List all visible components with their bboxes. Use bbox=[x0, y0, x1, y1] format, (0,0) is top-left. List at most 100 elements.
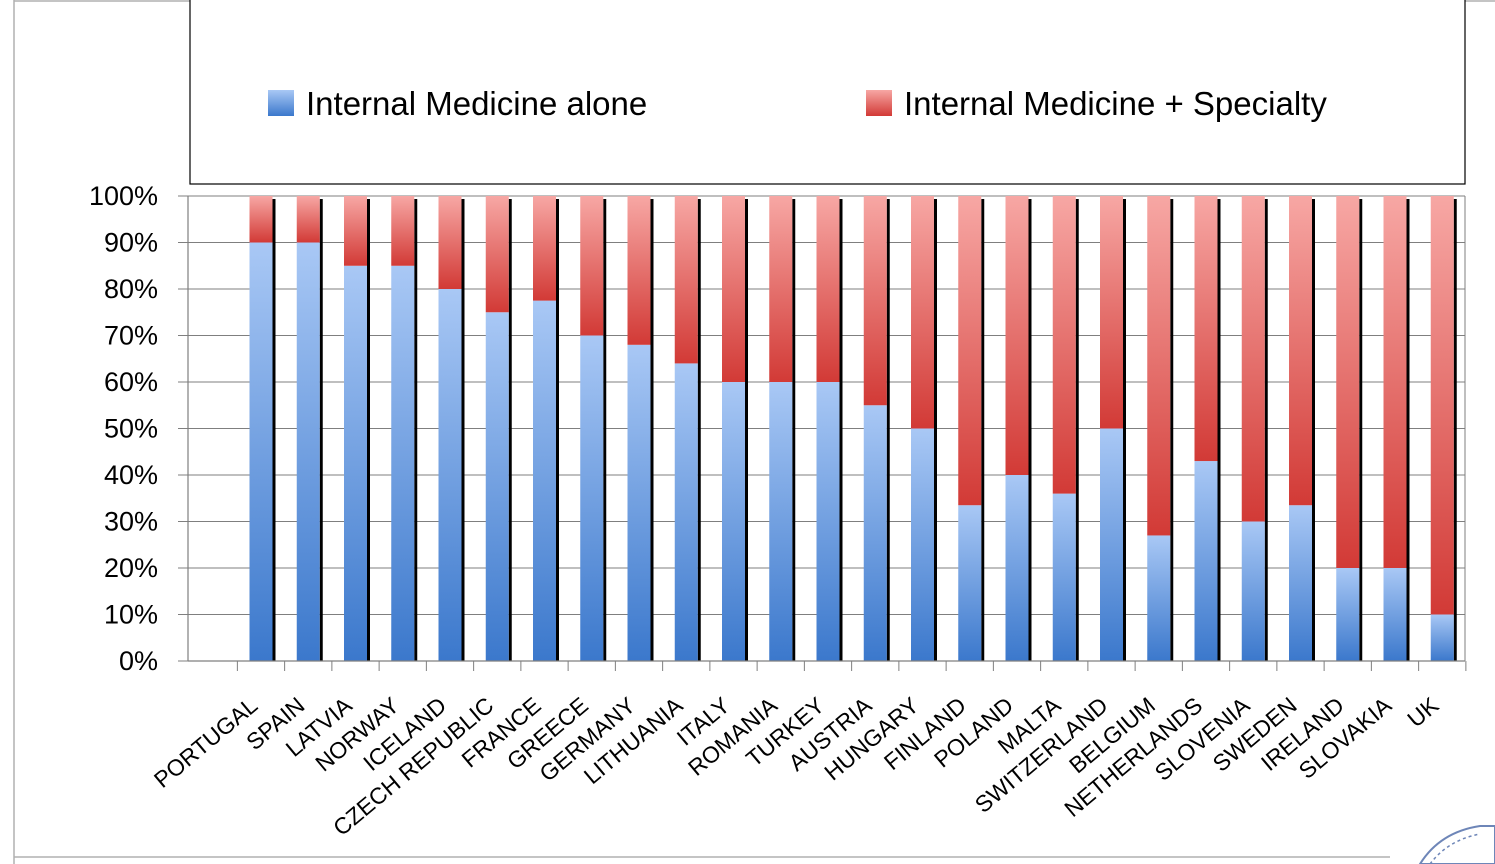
bar-shadow-17 bbox=[1075, 199, 1079, 661]
bar-im-specialty-0 bbox=[249, 196, 273, 243]
bar-shadow-5 bbox=[508, 199, 512, 661]
bar-shadow-23 bbox=[1359, 199, 1363, 661]
bar-shadow-22 bbox=[1312, 199, 1315, 661]
y-tick-label-0: 0% bbox=[119, 646, 158, 676]
y-tick-label-5: 50% bbox=[104, 414, 158, 444]
bar-im-specialty-18 bbox=[1100, 196, 1123, 429]
bar-im-alone-23 bbox=[1336, 568, 1360, 661]
bar-im-alone-12 bbox=[816, 382, 840, 661]
bar-shadow-12 bbox=[839, 199, 843, 661]
bar-im-specialty-9 bbox=[674, 196, 698, 364]
bar-im-alone-6 bbox=[533, 300, 556, 661]
bar-im-specialty-16 bbox=[1005, 196, 1029, 475]
bar-im-alone-25 bbox=[1430, 614, 1454, 661]
y-tick-label-8: 80% bbox=[104, 274, 158, 304]
x-category-label-25: UK bbox=[1402, 691, 1444, 732]
legend-swatch-1 bbox=[866, 90, 892, 116]
bar-im-specialty-1 bbox=[296, 196, 320, 243]
bar-im-alone-3 bbox=[391, 265, 415, 661]
bar-im-specialty-15 bbox=[958, 196, 982, 506]
bar-im-alone-18 bbox=[1100, 428, 1123, 661]
bar-shadow-0 bbox=[272, 199, 276, 661]
bar-im-alone-0 bbox=[249, 242, 273, 661]
bar-shadow-15 bbox=[981, 199, 985, 661]
bar-im-alone-1 bbox=[296, 242, 320, 661]
bar-im-specialty-6 bbox=[533, 196, 556, 301]
bar-im-alone-13 bbox=[863, 405, 887, 661]
bar-shadow-7 bbox=[603, 199, 607, 661]
bar-im-specialty-25 bbox=[1430, 196, 1454, 615]
y-tick-label-1: 10% bbox=[104, 600, 158, 630]
bar-im-alone-21 bbox=[1241, 521, 1265, 661]
bar-im-specialty-24 bbox=[1383, 196, 1407, 568]
bar-im-specialty-20 bbox=[1194, 196, 1218, 462]
bar-shadow-20 bbox=[1217, 199, 1221, 661]
bar-shadow-1 bbox=[319, 199, 323, 661]
bar-im-specialty-8 bbox=[627, 196, 651, 345]
bar-im-alone-14 bbox=[911, 428, 934, 661]
y-tick-label-4: 40% bbox=[104, 460, 158, 490]
bar-im-specialty-10 bbox=[722, 196, 745, 382]
bar-shadow-18 bbox=[1123, 199, 1126, 661]
legend-swatch-0 bbox=[268, 90, 294, 116]
bar-shadow-14 bbox=[934, 199, 937, 661]
bar-shadow-2 bbox=[367, 199, 370, 661]
bar-shadow-21 bbox=[1264, 199, 1268, 661]
y-tick-label-7: 70% bbox=[104, 321, 158, 351]
bar-shadow-25 bbox=[1453, 199, 1457, 661]
y-tick-labels: 0% 10% 20% 30% 40% 50% 60% 70% 80% 90% 100% bbox=[89, 181, 158, 676]
bar-shadow-9 bbox=[697, 199, 701, 661]
bar-im-alone-19 bbox=[1147, 535, 1171, 661]
bar-im-specialty-11 bbox=[769, 196, 793, 382]
bar-im-specialty-12 bbox=[816, 196, 840, 382]
y-tick-label-9: 90% bbox=[104, 228, 158, 258]
bar-shadow-19 bbox=[1170, 199, 1174, 661]
x-category-label-0: PORTUGAL bbox=[149, 692, 262, 793]
bar-im-specialty-22 bbox=[1289, 196, 1312, 506]
bar-im-specialty-5 bbox=[485, 196, 509, 313]
bar-shadow-13 bbox=[886, 199, 890, 661]
bar-im-alone-8 bbox=[627, 344, 651, 661]
legend-box bbox=[189, 0, 1466, 185]
bar-im-alone-11 bbox=[769, 382, 793, 661]
bar-im-alone-9 bbox=[674, 363, 698, 661]
seal-logo bbox=[1418, 825, 1495, 864]
bar-im-specialty-19 bbox=[1147, 196, 1171, 536]
bar-im-specialty-3 bbox=[391, 196, 415, 266]
bar-shadow-24 bbox=[1406, 199, 1410, 661]
bar-im-specialty-17 bbox=[1052, 196, 1076, 494]
axes bbox=[178, 195, 1467, 671]
bar-im-alone-4 bbox=[438, 289, 462, 661]
bar-shadow-11 bbox=[792, 199, 796, 661]
bar-im-specialty-13 bbox=[863, 196, 887, 406]
bar-im-specialty-2 bbox=[344, 196, 367, 266]
bar-im-specialty-14 bbox=[911, 196, 934, 429]
bar-im-alone-17 bbox=[1052, 493, 1076, 661]
bar-im-specialty-21 bbox=[1241, 196, 1265, 522]
bar-im-alone-22 bbox=[1289, 505, 1312, 661]
bar-im-alone-16 bbox=[1005, 475, 1029, 661]
legend-label-0: Internal Medicine alone bbox=[306, 85, 647, 122]
bar-shadow-6 bbox=[556, 199, 559, 661]
bar-shadow-3 bbox=[414, 199, 418, 661]
bar-im-alone-5 bbox=[485, 312, 509, 661]
legend-label-1: Internal Medicine + Specialty bbox=[904, 85, 1327, 122]
bar-im-alone-10 bbox=[722, 382, 745, 661]
y-tick-label-6: 60% bbox=[104, 367, 158, 397]
bar-im-specialty-7 bbox=[580, 196, 604, 336]
y-tick-label-2: 20% bbox=[104, 553, 158, 583]
bars bbox=[249, 196, 1457, 661]
bar-shadow-8 bbox=[650, 199, 654, 661]
bar-im-alone-7 bbox=[580, 335, 604, 661]
bar-shadow-4 bbox=[461, 199, 465, 661]
bar-im-specialty-4 bbox=[438, 196, 462, 289]
bar-shadow-10 bbox=[745, 199, 748, 661]
bar-im-alone-24 bbox=[1383, 568, 1407, 661]
bar-im-alone-20 bbox=[1194, 461, 1218, 661]
y-tick-label-10: 100% bbox=[89, 181, 158, 211]
bar-im-specialty-23 bbox=[1336, 196, 1360, 568]
bar-im-alone-15 bbox=[958, 505, 982, 661]
bar-shadow-16 bbox=[1028, 199, 1032, 661]
